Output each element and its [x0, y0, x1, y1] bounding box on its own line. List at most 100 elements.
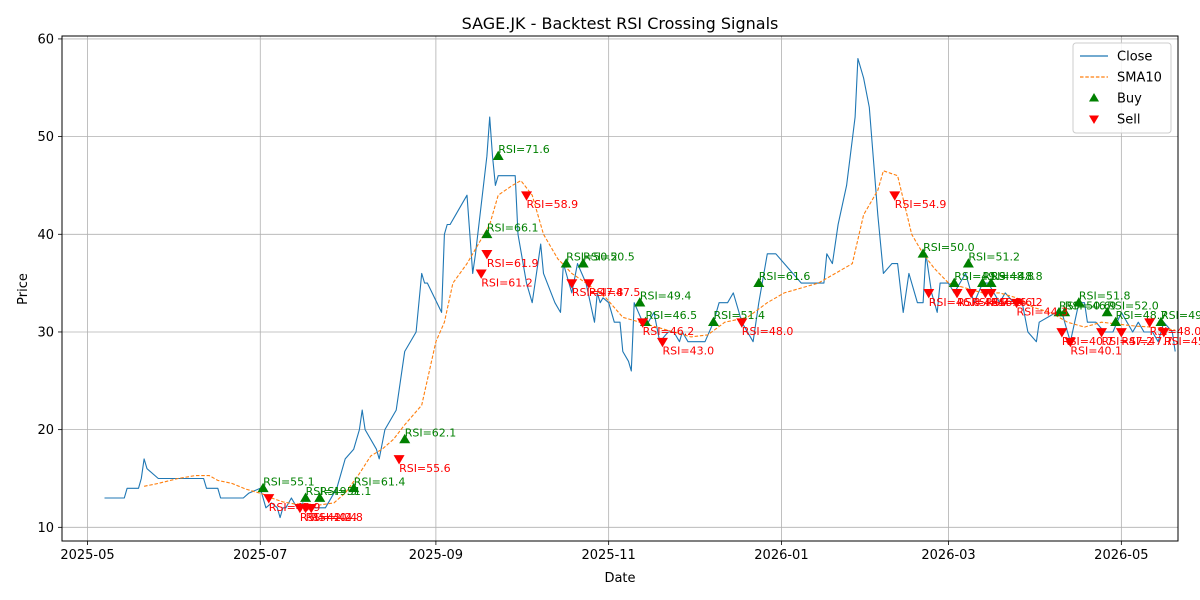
sell-annotation: RSI=47.2: [1102, 335, 1154, 348]
y-tick-label: 10: [37, 521, 54, 536]
sell-marker: [1096, 328, 1108, 338]
sell-annotation: RSI=47.5: [589, 286, 641, 299]
buy-annotation: RSI=66.1: [487, 221, 539, 234]
sell-marker: [951, 289, 963, 299]
sell-annotation: RSI=40.1: [1070, 345, 1122, 358]
sell-marker: [1056, 328, 1068, 338]
buy-annotation: RSI=49.4: [640, 290, 692, 303]
sell-marker: [263, 494, 275, 504]
buy-marker: [634, 297, 646, 307]
sell-annotation: RSI=46.7: [957, 296, 1009, 309]
sell-marker: [1144, 318, 1156, 328]
buy-annotation: RSI=61.6: [759, 270, 811, 283]
buy-marker: [399, 433, 411, 444]
sell-marker: [521, 191, 533, 201]
y-tick-label: 50: [37, 130, 54, 145]
buy-marker: [560, 258, 572, 268]
x-tick-label: 2026-01: [754, 548, 808, 563]
buy-marker: [753, 277, 765, 287]
sell-marker: [475, 269, 487, 279]
sell-annotation: RSI=46.2: [643, 325, 695, 338]
sell-marker: [1158, 328, 1170, 338]
buy-annotation: RSI=46.5: [645, 309, 697, 322]
sell-marker: [656, 337, 668, 348]
buy-annotation: RSI=51.1: [320, 485, 372, 498]
sell-marker: [1011, 298, 1023, 309]
buy-annotation: RSI=50.6: [1059, 299, 1111, 312]
buy-annotation: RSI=48.8: [983, 270, 1035, 283]
legend-label: Sell: [1117, 113, 1140, 128]
x-axis-label: Date: [604, 571, 635, 586]
buy-marker: [1059, 306, 1071, 317]
buy-marker: [577, 258, 589, 268]
sell-annotation: RSI=44.8: [311, 511, 363, 524]
x-tick-label: 2026-03: [921, 548, 975, 563]
buy-annotation: RSI=50.0: [923, 241, 975, 254]
buy-annotation: RSI=48.8: [991, 270, 1043, 283]
grid: [62, 36, 1178, 541]
x-tick-label: 2025-11: [582, 548, 636, 563]
sell-annotation: RSI=40.4: [306, 511, 358, 524]
y-axis-label: Price: [16, 273, 31, 305]
sell-annotation: RSI=61.2: [481, 276, 533, 289]
sell-annotation: RSI=48.0: [742, 325, 794, 338]
buy-marker: [1110, 316, 1122, 327]
sma10-line: [143, 170, 1176, 506]
legend-label: Buy: [1117, 92, 1142, 107]
sell-marker: [566, 279, 578, 289]
buy-marker: [985, 277, 997, 287]
y-tick-label: 60: [37, 32, 54, 47]
sell-annotation: RSI=61.9: [487, 257, 539, 270]
buy-annotation: RSI=49.9: [954, 270, 1006, 283]
legend-buy-swatch: [1089, 93, 1099, 102]
buy-annotation: RSI=51.4: [713, 309, 765, 322]
buy-annotation: RSI=55.1: [263, 475, 315, 488]
buy-marker: [948, 277, 960, 287]
buy-marker: [481, 228, 493, 239]
legend-label: SMA10: [1117, 71, 1162, 86]
buy-marker: [1155, 316, 1167, 327]
sell-marker: [583, 279, 595, 289]
buy-annotation: RSI=52.0: [1107, 299, 1159, 312]
buy-marker: [348, 482, 360, 493]
plot-frame: [61, 35, 1179, 542]
buy-annotation: RSI=62.1: [405, 426, 457, 439]
x-tick-label: 2025-07: [233, 548, 287, 563]
buy-annotation: RSI=50.5: [583, 251, 635, 264]
buy-annotation: RSI=61.4: [354, 475, 406, 488]
y-tick-label: 20: [37, 423, 54, 438]
sell-marker: [736, 318, 748, 328]
sell-annotation: RSI=44.3: [1017, 306, 1069, 319]
sell-annotation: RSI=46.1: [985, 296, 1037, 309]
sell-marker: [1115, 328, 1127, 338]
sell-marker: [393, 455, 405, 465]
sell-marker: [965, 289, 977, 299]
buy-marker: [962, 258, 974, 268]
buy-marker: [492, 150, 504, 160]
buy-marker: [1101, 306, 1113, 317]
buy-annotation: RSI=51.2: [968, 251, 1020, 264]
sell-annotation: RSI=46.8: [929, 296, 981, 309]
sell-marker: [923, 289, 935, 299]
buy-marker: [977, 277, 989, 287]
x-tick-label: 2025-09: [409, 548, 463, 563]
buy-marker: [1073, 297, 1085, 307]
sell-annotation: RSI=42.2: [300, 511, 352, 524]
buy-marker: [300, 492, 312, 502]
buy-annotation: RSI=51.8: [1079, 290, 1131, 303]
sell-annotation: RSI=58.9: [527, 198, 579, 211]
sell-marker: [637, 318, 649, 328]
sell-annotation: RSI=45.6: [1164, 335, 1200, 348]
axis-ticks: 2025-05 2025-07 2025-09 2025-11 2026-01 2026-…: [37, 32, 1148, 563]
legend-label: Close: [1117, 50, 1152, 65]
legend: Close SMA10 Buy Sell: [1072, 42, 1172, 134]
sell-annotation: RSI=47.7: [1121, 335, 1173, 348]
buy-marker: [257, 482, 269, 493]
sell-annotation: RSI=47.8: [572, 286, 624, 299]
buy-annotation: RSI=50.2: [566, 251, 618, 264]
sell-annotation: RSI=46.9: [971, 296, 1023, 309]
sell-annotation: RSI=54.9: [895, 198, 947, 211]
sell-marker: [1064, 337, 1076, 348]
buy-marker: [917, 248, 929, 258]
